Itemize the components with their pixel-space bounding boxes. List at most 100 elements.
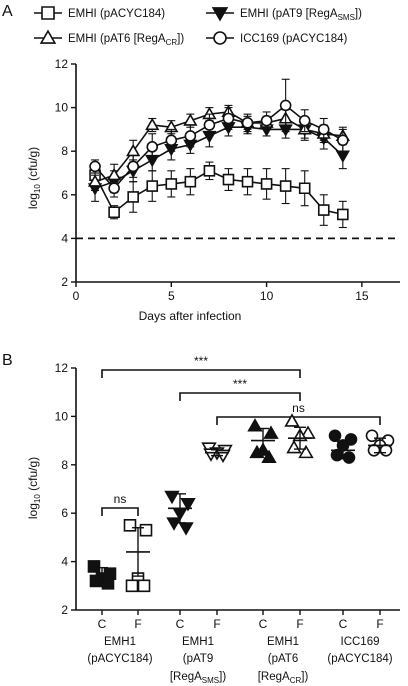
legend-a-label-3: ICC169 (pACYC184) [240,33,348,45]
legend-a-item-0: EMHI (pACYC184) [34,6,165,20]
y-tick-label-a: 2 [61,275,68,289]
series-a-0-point [165,178,178,190]
column-b-4-point [261,449,277,464]
legend-a: EMHI (pACYC184) EMHI (pAT9 [RegASMS]) EM… [34,6,362,47]
legend-a-label-0: EMHI (pACYC184) [68,8,165,20]
series-a-0-point [337,208,349,221]
column-b-1-point [139,523,153,537]
series-a-3-point [337,134,349,147]
x-tick-label-a: 15 [355,289,369,303]
group-label-1-line3: [RegASMS]) [170,671,227,685]
significance-bracket-3: ns [101,492,139,516]
y-tick-label-b: 6 [61,506,68,520]
significance-bracket-1: *** [179,377,301,401]
x-axis-label-a: Days after infection [139,309,242,323]
series-a-3-point [241,117,254,129]
group-label-2-line2: (pAT6 [268,653,298,665]
series-a-3-point [203,119,216,131]
plot-b-significance: *** *** ns ns [101,354,381,516]
x-tick-label-b: F [213,617,220,631]
column-b-4-point [249,444,265,459]
group-labels-b: EMH1 (pACYC184) EMH1 (pAT9 [RegASMS]) EM… [87,636,392,685]
x-tick-label-b: F [376,617,383,631]
y-tick-label-b: 10 [55,409,69,423]
x-tick-label-b: C [176,617,185,631]
y-tick-label-a: 8 [61,144,68,158]
series-a-0-point [184,175,197,188]
significance-bracket-line [101,369,301,378]
column-b-5-point [284,413,300,427]
column-b-5-point [286,439,302,454]
x-tick-label-b: C [98,617,107,631]
series-a-0-point [260,178,273,190]
y-axis-label-a: log10 (cfu/g) [26,147,42,209]
column-b-0-point [101,577,115,590]
series-a-0-point [298,182,311,195]
x-tick-label-a: 5 [168,289,175,303]
legend-a-marker-0 [41,6,55,20]
series-a-0-point [222,173,235,186]
panel-a-letter: A [2,3,13,20]
legend-a-label-2: EMHI (pAT6 [RegACR]) [68,33,184,47]
panel-b-letter: B [2,352,13,369]
column-b-4 [247,418,279,464]
group-label-2-line3: [RegACR]) [258,671,309,685]
group-label-0-line2: (pACYC184) [87,653,152,665]
column-b-2-point [180,498,196,512]
series-a-2-point [145,117,160,131]
plot-a-series [87,78,350,229]
group-label-2: EMH1 (pAT6 [RegACR]) [258,636,309,685]
group-label-3: ICC169 (pACYC184) [327,636,392,665]
group-label-3-line1: ICC169 [341,636,380,648]
plot-a-axes: 2 4 6 8 10 12 0 5 10 15 [55,57,400,303]
significance-bracket-line [179,392,301,401]
column-b-7-point [379,443,393,457]
series-a-1-point [335,150,350,163]
significance-label-3: ns [114,492,127,506]
legend-a-label-1: EMHI (pAT9 [RegASMS]) [240,8,362,22]
series-a-3-point [165,134,178,147]
y-tick-label-a: 10 [55,101,69,115]
legend-a-item-2: EMHI (pAT6 [RegACR]) [34,29,184,47]
column-b-7-point [367,443,381,457]
column-b-2-point [166,517,182,531]
y-axis-label-b: log10 (cfu/g) [26,457,42,519]
legend-a-symbol-3 [213,31,227,45]
legend-a-marker-2 [39,29,57,44]
group-label-1-line2: (pAT9 [183,653,213,665]
significance-label-0: *** [194,354,208,368]
legend-a-item-1: EMHI (pAT9 [RegASMS]) [206,7,362,22]
series-a-0-point [108,206,120,219]
plot-b: *** *** ns ns 2 4 6 8 10 12 C F C F C F C F log10 (cfu/g… [26,354,400,685]
significance-bracket-2: ns [216,401,381,425]
series-a-3 [89,78,349,198]
series-a-1-line [94,126,344,190]
plot-a: 2 4 6 8 10 12 0 5 10 15 Days after infection log1… [26,57,400,323]
group-label-1: EMH1 (pAT9 [RegASMS]) [170,636,227,685]
legend-a-item-3: ICC169 (pACYC184) [206,31,348,45]
series-a-3-point [89,160,101,173]
x-tick-label-b: C [259,617,268,631]
column-b-1-point [123,519,137,532]
series-a-0-point [127,191,139,203]
y-tick-label-b: 8 [61,458,68,472]
y-tick-label-a: 12 [55,57,69,71]
series-a-2-point [87,174,103,187]
column-b-1 [123,519,153,593]
plot-b-columns [87,413,395,593]
series-a-3-point [184,130,197,142]
column-b-4-point [263,425,279,439]
group-label-1-line1: EMH1 [182,636,214,648]
series-a-3-point [260,114,273,127]
group-label-3-line2: (pACYC184) [327,653,392,665]
y-tick-label-b: 12 [55,361,69,375]
group-label-0: EMH1 (pACYC184) [87,636,152,665]
column-b-6-point [328,429,342,443]
series-a-0-point [317,204,330,216]
series-a-0-point [241,175,254,188]
column-b-5 [284,413,316,459]
y-tick-label-b: 2 [61,603,68,617]
x-tick-label-b: F [296,617,303,631]
column-b-1-point [125,579,139,593]
column-b-7 [365,429,395,457]
